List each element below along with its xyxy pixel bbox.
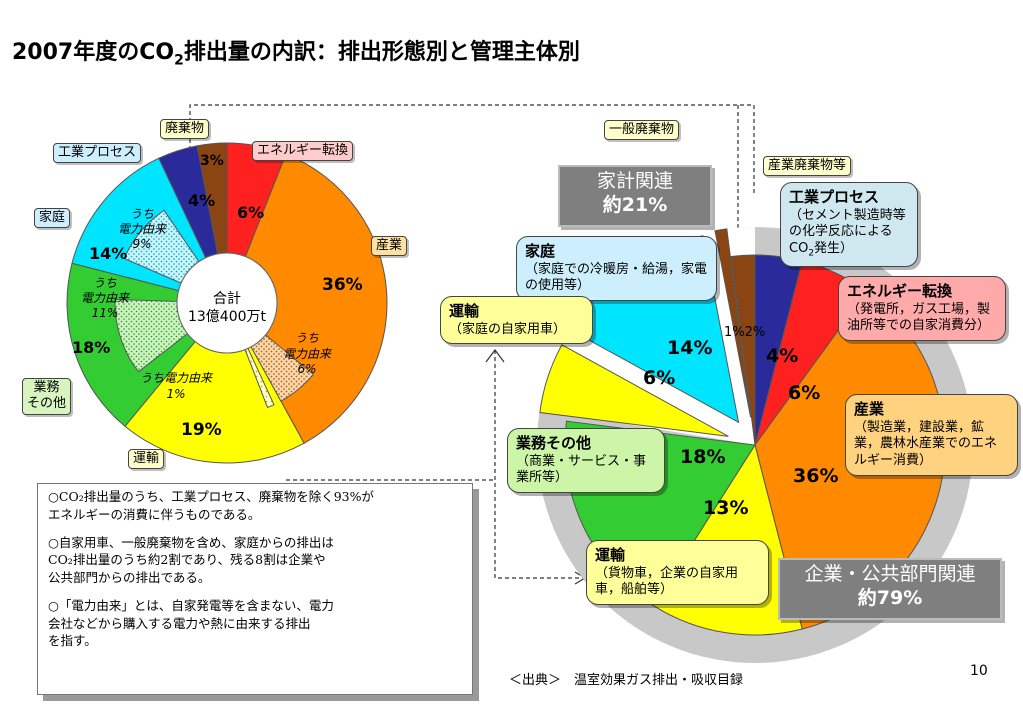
left-sub-slices <box>114 209 315 409</box>
pct-transport-left: 19% <box>181 420 222 440</box>
callout-process-sub: 2 <box>808 248 815 259</box>
pct-energy-right: 6% <box>788 382 821 404</box>
sub-label-business: うち 電力由来 11% <box>81 276 130 320</box>
group-box-home: 家計関連 約21% <box>558 165 712 227</box>
callout-business: 業務その他 （商業・サービス・事業所等） <box>507 428 665 494</box>
pct-household-left: 14% <box>89 244 128 263</box>
pct-household-right: 14% <box>667 337 713 359</box>
callout-industry-title: 産業 <box>854 400 885 418</box>
right-slice-5 <box>539 344 729 437</box>
pct-transport-home-right: 6% <box>643 367 676 389</box>
label-household: 家庭 <box>34 208 71 229</box>
page-title: 2007年度のCO2排出量の内訳：排出形態別と管理主体別 <box>12 40 580 69</box>
page-number: 10 <box>970 663 988 679</box>
note-paragraph-1: ○CO₂排出量のうち、工業プロセス、廃棄物を除く93%が エネルギーの消費に伴う… <box>48 489 375 522</box>
label-general-waste: 一般廃棄物 <box>604 120 680 141</box>
callout-process-body2: CO <box>789 241 809 257</box>
connector-transport-arrow <box>494 350 583 579</box>
callout-energy: エネルギー転換 （発電所，ガス工場，製油所等での自家消費分） <box>838 276 1006 342</box>
label-industrial-waste: 産業廃棄物等 <box>763 156 852 177</box>
right-slice-8 <box>730 254 756 446</box>
group-corp-total: 約79% <box>857 586 923 609</box>
callout-industry-body: （製造業，建設業，鉱業，農林水産業でのエネルギー消費） <box>854 419 998 469</box>
arrow-head-up <box>485 349 505 363</box>
callout-industry: 産業 （製造業，建設業，鉱業，農林水産業でのエネルギー消費） <box>845 394 1018 477</box>
pct-process-right: 4% <box>766 345 799 367</box>
pct-process-left: 4% <box>188 191 216 210</box>
callout-business-title: 業務その他 <box>516 434 592 452</box>
center-label: 合計 <box>213 291 241 307</box>
note-box: ○CO₂排出量のうち、工業プロセス、廃棄物を除く93%が エネルギーの消費に伴う… <box>37 483 473 695</box>
label-process: 工業プロセス <box>53 143 142 164</box>
label-business: 業務 その他 <box>22 378 72 415</box>
pct-transport-corp-right: 13% <box>703 497 749 519</box>
callout-transport-home: 運輸 （家庭の自家用車） <box>440 296 593 345</box>
callout-transport-corp: 運輸 （貨物車，企業の自家用車，船舶等） <box>586 540 769 606</box>
pct-business-left: 18% <box>72 338 111 357</box>
pct-industry-right: 36% <box>793 465 839 487</box>
group-box-corp: 企業・公共部門関連 約79% <box>778 558 1002 620</box>
sub-label-household: うち 電力由来 9% <box>118 207 167 251</box>
callout-transport-home-body: （家庭の自家用車） <box>449 321 567 337</box>
pct-energy-left: 6% <box>237 203 265 222</box>
group-home-label: 家計関連 <box>596 170 673 192</box>
callout-energy-title: エネルギー転換 <box>847 282 953 300</box>
callout-transport-home-title: 運輸 <box>449 302 480 320</box>
right-slice-7 <box>714 228 752 418</box>
center-total: 合計 13億400万t <box>172 290 282 326</box>
callout-process-body3: 発生） <box>814 241 854 257</box>
callout-process-body: （セメント製造時等の化学反応による <box>789 207 906 240</box>
callout-energy-body: （発電所，ガス工場，製油所等での自家消費分） <box>847 301 991 334</box>
callout-business-body: （商業・サービス・事業所等） <box>516 453 647 486</box>
pct-industry-left: 36% <box>322 275 363 295</box>
callout-transport-corp-body: （貨物車，企業の自家用車，船舶等） <box>595 565 739 598</box>
callout-transport-corp-title: 運輸 <box>595 546 626 564</box>
callout-process-title: 工業プロセス <box>789 188 880 206</box>
pct-business-right: 18% <box>680 446 726 468</box>
sub-label-transport: うち電力由来 1% <box>140 371 213 401</box>
group-corp-label: 企業・公共部門関連 <box>804 563 976 585</box>
callout-household-body: （家庭での冷暖房・給湯，家電の使用等） <box>525 261 708 294</box>
pct-waste-right: 1%2% <box>724 325 766 340</box>
label-energy: エネルギー転換 <box>252 141 354 162</box>
donut-hole <box>176 252 278 354</box>
note-paragraph-2: ○自家用車、一般廃棄物を含め、家庭からの排出は CO₂排出量のうち約2割であり、… <box>48 534 334 586</box>
callout-household-title: 家庭 <box>525 242 556 260</box>
source-citation: ＜出典＞ 温室効果ガス排出・吸収目録 <box>509 673 744 688</box>
label-industry: 産業 <box>371 236 408 257</box>
callout-household: 家庭 （家庭での冷暖房・給湯，家電の使用等） <box>516 236 717 302</box>
label-waste: 廃棄物 <box>160 119 210 140</box>
pct-waste-left: 3% <box>200 153 224 169</box>
group-home-total: 約21% <box>602 193 668 216</box>
callout-process: 工業プロセス （セメント製造時等の化学反応による CO2発生） <box>780 182 918 267</box>
center-value: 13億400万t <box>187 309 267 326</box>
sub-label-industry: うち 電力由来 6% <box>283 331 332 377</box>
label-transport: 運輸 <box>128 449 165 470</box>
note-paragraph-3: ○「電力由来」とは、自家発電等を含まない、電力 会社などから購入する電力や熱に由… <box>48 597 334 649</box>
